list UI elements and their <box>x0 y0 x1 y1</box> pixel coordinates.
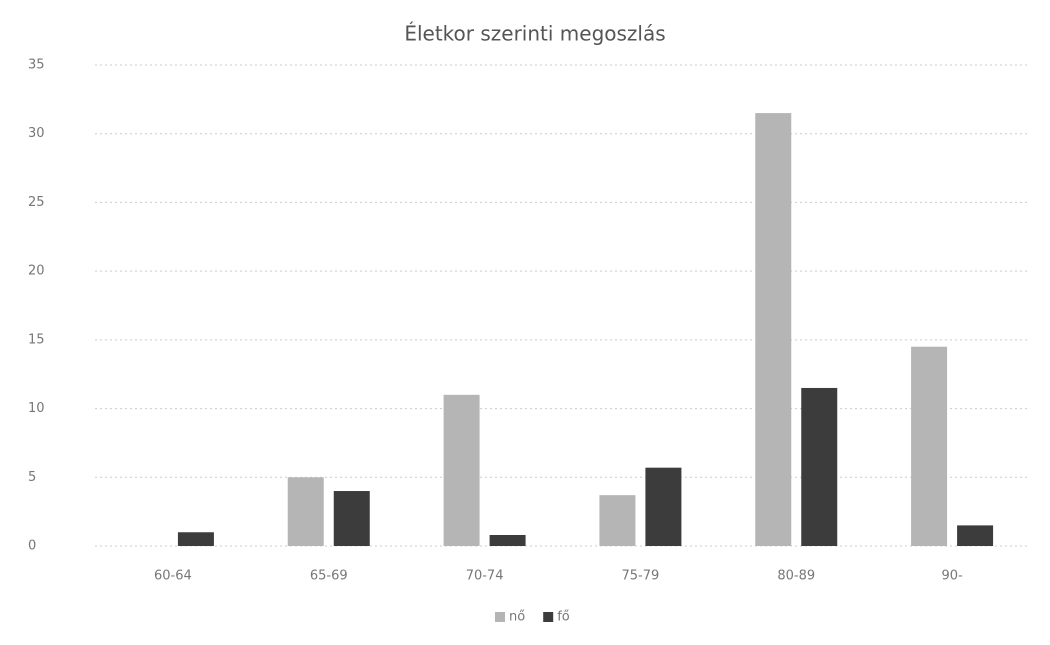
y-tick-label: 10 <box>28 401 45 416</box>
legend-label: fő <box>557 610 570 625</box>
y-tick-label: 20 <box>28 264 45 279</box>
legend-swatch <box>495 612 505 622</box>
legend-label: nő <box>509 610 525 625</box>
bar <box>599 495 636 546</box>
bar <box>911 346 948 546</box>
y-tick-label: 35 <box>28 58 45 73</box>
y-tick-label: 15 <box>28 332 45 347</box>
x-tick-label: 80-89 <box>777 569 815 584</box>
x-tick-label: 90- <box>941 569 963 584</box>
bar <box>177 532 214 546</box>
bar <box>443 394 480 546</box>
y-tick-label: 25 <box>28 195 45 210</box>
bar <box>489 535 526 546</box>
bar <box>957 525 994 546</box>
bar <box>333 491 370 546</box>
y-tick-label: 5 <box>28 470 36 485</box>
x-tick-label: 60-64 <box>154 569 192 584</box>
legend-swatch <box>543 612 554 622</box>
x-tick-label: 70-74 <box>466 569 504 584</box>
bar <box>645 467 682 546</box>
y-tick-label: 0 <box>28 539 36 554</box>
y-tick-label: 30 <box>28 126 45 141</box>
bar <box>801 387 838 546</box>
chart-title: Életkor szerinti megoszlás <box>404 22 665 46</box>
x-tick-label: 75-79 <box>622 569 660 584</box>
bar <box>755 113 792 546</box>
x-tick-label: 65-69 <box>310 569 348 584</box>
bar <box>287 477 324 546</box>
